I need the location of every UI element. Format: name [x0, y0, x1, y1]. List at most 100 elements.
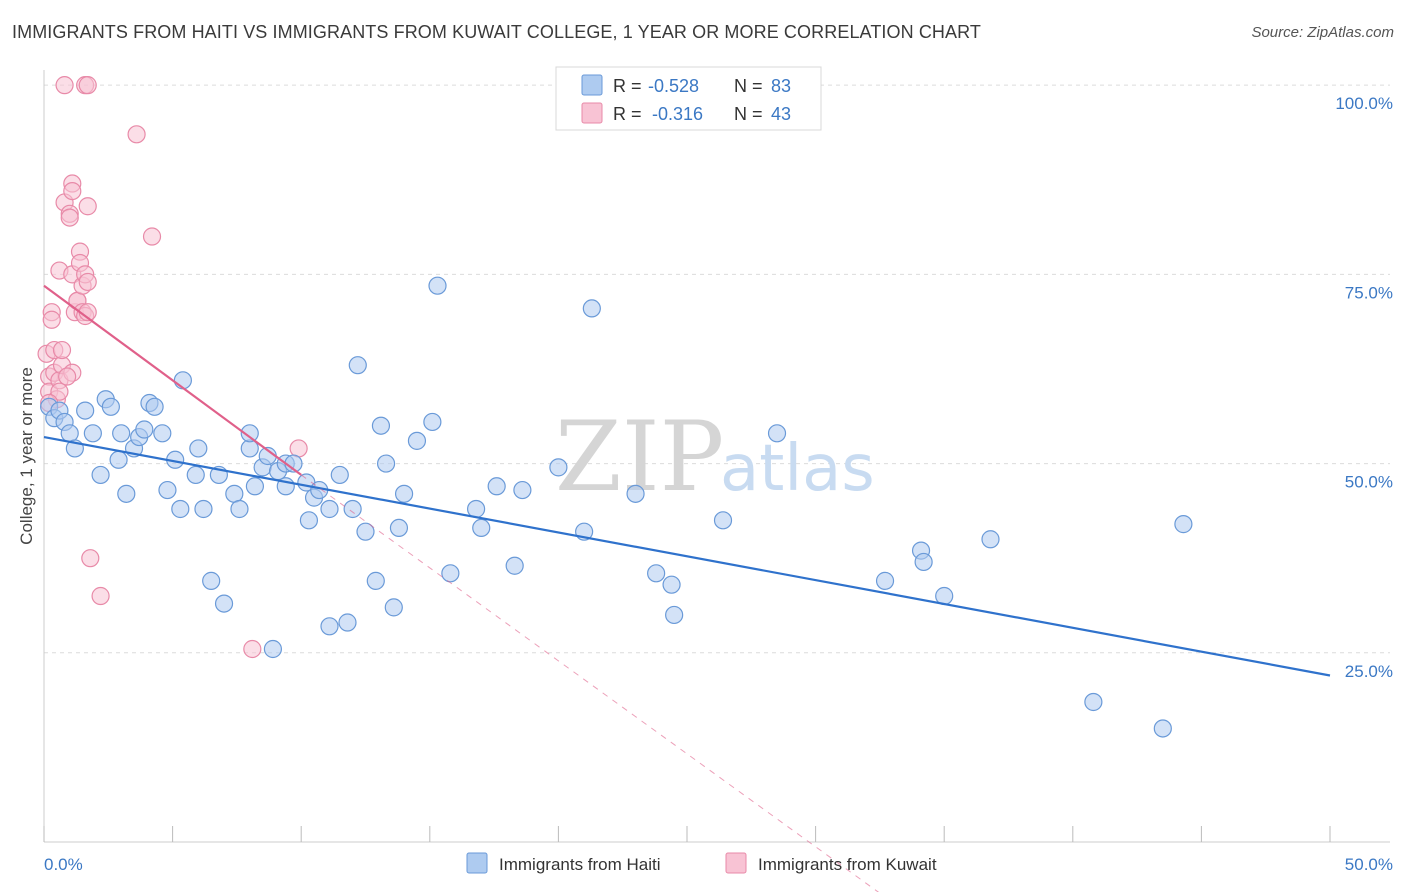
watermark: ZIP atlas	[555, 401, 875, 513]
haiti-point	[60, 424, 79, 443]
haiti-point	[112, 424, 131, 443]
haiti-point	[158, 480, 177, 500]
haiti-trend-line	[43, 435, 1331, 677]
kuwait-point	[58, 367, 77, 386]
top-legend: R = -0.528 N = 83 R = -0.316 N = 43	[555, 66, 822, 131]
x-tick-label: 0.0%	[44, 855, 83, 874]
haiti-point	[117, 484, 136, 503]
source-label: Source: ZipAtlas.com	[1251, 24, 1394, 41]
haiti-point	[1084, 692, 1103, 712]
haiti-point	[466, 499, 486, 519]
haiti-point	[582, 299, 601, 318]
haiti-point	[513, 480, 532, 500]
bottom-legend-kuwait: Immigrants from Kuwait	[758, 855, 937, 874]
haiti-point	[767, 424, 787, 443]
y-axis-label: College, 1 year or more	[17, 367, 36, 545]
x-tick-labels: 0.0% 50.0%	[44, 855, 1393, 874]
kuwait-points	[37, 76, 308, 659]
haiti-point	[647, 564, 666, 583]
haiti-point	[384, 598, 403, 617]
kuwait-point	[50, 382, 69, 401]
legend-swatch-haiti	[581, 74, 603, 96]
haiti-point	[230, 499, 249, 519]
kuwait-point	[55, 76, 74, 95]
axes	[43, 70, 1390, 843]
chart-title: IMMIGRANTS FROM HAITI VS IMMIGRANTS FROM…	[12, 22, 981, 42]
haiti-point	[83, 424, 102, 443]
trend-lines	[43, 284, 1331, 892]
y-tick-label: 50.0%	[1345, 473, 1393, 492]
haiti-point	[320, 617, 339, 636]
haiti-point	[240, 424, 259, 443]
haiti-point	[875, 571, 895, 590]
kuwait-trend-extension	[300, 474, 880, 892]
y-tick-label: 75.0%	[1345, 283, 1393, 302]
haiti-point	[713, 511, 733, 530]
haiti-point	[153, 424, 172, 443]
haiti-point	[428, 276, 447, 295]
haiti-point	[662, 575, 681, 594]
haiti-point	[320, 499, 339, 519]
haiti-point	[171, 499, 190, 519]
haiti-point	[356, 522, 375, 541]
kuwait-point	[63, 181, 82, 201]
haiti-point	[173, 371, 192, 390]
legend-r-value-kuwait: -0.316	[652, 104, 703, 124]
haiti-point	[343, 499, 362, 519]
kuwait-point	[243, 639, 262, 659]
legend-r-label-kuwait: R =	[613, 104, 642, 124]
y-tick-label: 100.0%	[1335, 94, 1393, 113]
haiti-point	[472, 518, 491, 538]
kuwait-point	[78, 272, 97, 292]
haiti-point	[299, 511, 319, 530]
watermark-atlas: atlas	[720, 432, 875, 506]
haiti-point	[91, 465, 110, 485]
haiti-point	[371, 416, 391, 435]
x-tick-label: 50.0%	[1345, 855, 1393, 874]
kuwait-point	[91, 586, 110, 606]
bottom-legend-swatch-haiti	[466, 852, 488, 874]
haiti-point	[348, 356, 367, 375]
haiti-point	[225, 484, 244, 503]
haiti-point	[376, 454, 396, 473]
haiti-point	[407, 431, 427, 450]
kuwait-point	[60, 208, 79, 227]
haiti-point	[1174, 515, 1193, 534]
haiti-point	[1153, 719, 1172, 738]
haiti-point	[338, 613, 357, 632]
haiti-point	[263, 639, 283, 659]
legend-n-value-haiti: 83	[771, 76, 791, 96]
haiti-point	[189, 439, 208, 458]
haiti-point	[394, 484, 414, 503]
kuwait-point	[127, 125, 146, 144]
haiti-point	[626, 484, 645, 503]
haiti-point	[505, 556, 524, 575]
legend-r-label-haiti: R =	[613, 76, 642, 96]
kuwait-point	[81, 549, 100, 568]
kuwait-point	[289, 439, 308, 458]
haiti-point	[549, 458, 568, 477]
kuwait-point	[78, 76, 97, 95]
gridlines	[44, 84, 1390, 654]
y-tick-label: 25.0%	[1345, 662, 1393, 681]
bottom-legend-swatch-kuwait	[725, 852, 747, 874]
kuwait-point	[142, 227, 162, 246]
haiti-point	[109, 450, 128, 469]
haiti-point	[366, 571, 385, 590]
kuwait-point	[52, 340, 72, 360]
haiti-point	[245, 477, 265, 496]
haiti-point	[665, 605, 684, 625]
legend-n-value-kuwait: 43	[771, 104, 791, 124]
haiti-point	[423, 412, 442, 432]
haiti-point	[76, 401, 95, 420]
haiti-point	[441, 564, 460, 583]
kuwait-point	[42, 310, 61, 329]
haiti-point	[914, 552, 933, 572]
haiti-point	[202, 571, 221, 590]
haiti-point	[981, 530, 1000, 549]
kuwait-trend-line	[43, 284, 302, 476]
haiti-point	[194, 499, 213, 519]
haiti-point	[487, 477, 506, 496]
legend-n-label-kuwait: N =	[734, 104, 763, 124]
